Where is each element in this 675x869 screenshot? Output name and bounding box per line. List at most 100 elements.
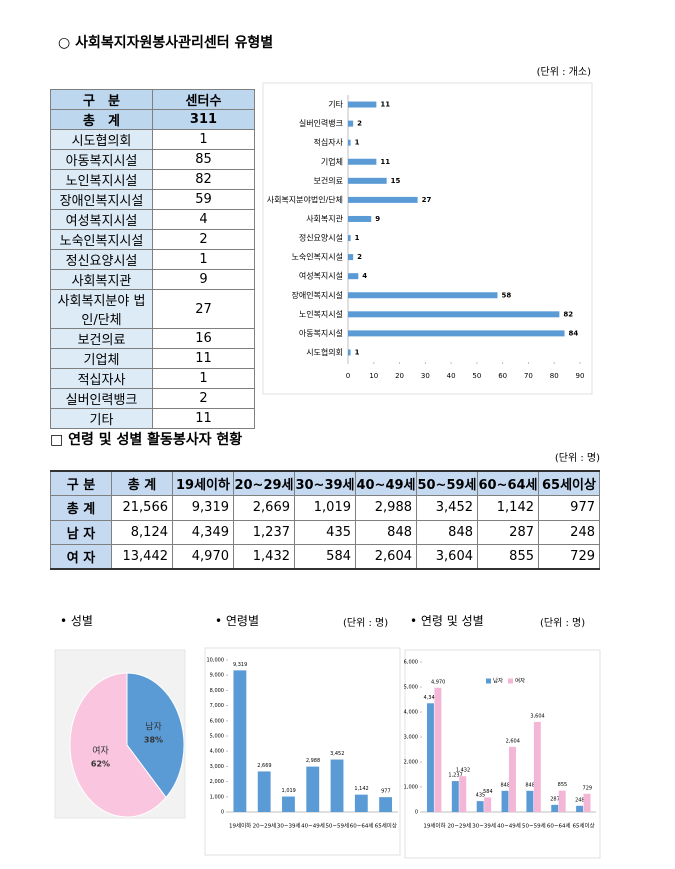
bar [348, 273, 359, 280]
table-cell: 여 자 [50, 544, 112, 570]
y-tick-label: 5,000 [404, 685, 418, 691]
table-cell: 사회복지분야 법인/단체 [50, 289, 153, 329]
bar [526, 790, 534, 812]
table-cell: 311 [152, 109, 255, 130]
data-label: 2,988 [306, 758, 320, 764]
y-tick-label: 9,000 [210, 673, 224, 679]
y-tick-label: 1,000 [210, 794, 224, 800]
y-tick-label: 노인복지시설 [299, 309, 343, 319]
y-tick-label: 7,000 [210, 703, 224, 709]
data-label: 4,349 [424, 695, 438, 701]
table-cell: 시도협의회 [50, 129, 153, 150]
bar [348, 330, 565, 337]
table-cell: 보건의료 [50, 328, 153, 349]
x-tick-label: 60~64세 [350, 822, 374, 830]
table-cell: 3,604 [416, 544, 478, 570]
data-label: 1 [355, 139, 360, 147]
bar [426, 703, 434, 812]
slice-value: 38% [144, 736, 163, 745]
data-label: 11 [380, 158, 390, 166]
x-tick-label: 20 [395, 372, 404, 380]
data-label: 248 [575, 797, 585, 803]
y-tick-label: 6,000 [210, 718, 224, 724]
x-tick-label: 60~64세 [547, 822, 571, 830]
legend-label: 여자 [515, 677, 525, 685]
table-cell: 27 [152, 289, 255, 329]
table-row: 실버인력뱅크 2 [50, 388, 255, 409]
legend-label: 남자 [493, 677, 503, 685]
section-title: ○ 사회복지자원봉사관리센터 유형별 [58, 35, 274, 51]
table-cell: 적십자사 [50, 368, 153, 389]
table-cell: 1,019 [294, 495, 356, 521]
table-cell: 848 [416, 519, 478, 545]
bar [233, 670, 247, 812]
pie-slice [126, 672, 185, 799]
bar [348, 349, 351, 356]
y-tick-label: 3,000 [404, 735, 418, 741]
data-label: 3,604 [530, 713, 544, 719]
y-tick-label: 6,000 [404, 660, 418, 666]
table-row: 장애인복지시설 59 [50, 189, 255, 210]
x-tick-label: 20~29세 [253, 822, 277, 830]
x-tick-label: 40~49세 [497, 822, 521, 830]
data-label: 1 [355, 348, 360, 356]
header-cell: 총 계 [111, 470, 173, 496]
x-tick-label: 70 [524, 372, 533, 380]
data-label: 1,432 [456, 768, 470, 774]
table-cell: 848 [355, 519, 417, 545]
data-label: 58 [502, 291, 512, 299]
y-tick-label: 2,000 [210, 779, 224, 785]
y-tick-label: 1,000 [404, 785, 418, 791]
data-label: 729 [583, 785, 593, 791]
bar [551, 804, 559, 812]
unit-label: (단위 : 명) [343, 618, 389, 629]
x-tick-label: 40~49세 [301, 822, 325, 830]
center-table: 구 분 센터수 총 계 311 시도협의회 1 아동복지시설 85 노인복지시설 82 장애인복지시… [50, 89, 255, 429]
legend-swatch [486, 678, 491, 684]
x-tick-label: 65세이상 [375, 822, 397, 830]
data-label: 855 [558, 782, 568, 788]
table-row: 시도협의회 1 [50, 129, 255, 150]
y-tick-label: 사회복지관 [306, 213, 343, 223]
bar [484, 797, 492, 812]
table-row: 적십자사 1 [50, 368, 255, 389]
header-cell: 30~39세 [294, 470, 356, 496]
y-tick-label: 5,000 [210, 734, 224, 740]
y-tick-label: 시도협의회 [306, 347, 343, 357]
header-cell: 40~49세 [355, 470, 417, 496]
table-cell: 총 계 [50, 109, 153, 130]
bar [476, 801, 484, 812]
x-tick-label: 40 [447, 372, 456, 380]
header-cell: 구 분 [50, 470, 112, 496]
y-tick-label: 사회복지분야법인/단체 [267, 194, 343, 204]
data-label: 4,970 [431, 679, 445, 685]
table-cell: 248 [538, 519, 600, 545]
chart-title: • 연령별 [215, 614, 260, 628]
header-cell: 20~29세 [233, 470, 295, 496]
data-label: 1,142 [354, 786, 368, 792]
y-tick-label: 4,000 [210, 749, 224, 755]
y-tick-label: 2,000 [404, 760, 418, 766]
bar [330, 759, 344, 812]
bar [509, 746, 516, 812]
x-tick-label: 30 [421, 372, 430, 380]
data-label: 2,604 [506, 738, 520, 744]
y-tick-label: 0 [221, 810, 224, 816]
data-label: 3,452 [330, 751, 344, 757]
bar [348, 311, 560, 318]
unit-label: (단위 : 명) [540, 618, 586, 629]
data-label: 82 [563, 310, 573, 318]
chart-title: • 성별 [60, 614, 93, 628]
table-cell: 1,237 [233, 519, 295, 545]
table-cell: 21,566 [111, 495, 173, 521]
x-tick-label: 19세이하 [229, 822, 251, 830]
table-row: 노숙인복지시설 2 [50, 229, 255, 250]
slice-value: 62% [91, 759, 110, 768]
bar [451, 781, 459, 812]
x-tick-label: 30~39세 [472, 822, 496, 830]
table-cell: 9,319 [172, 495, 234, 521]
table-cell: 11 [152, 408, 255, 429]
data-label: 1,237 [448, 773, 462, 779]
legend-swatch [508, 678, 513, 684]
